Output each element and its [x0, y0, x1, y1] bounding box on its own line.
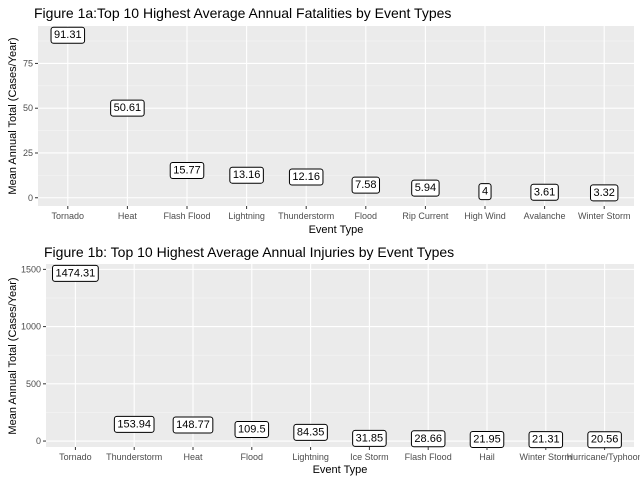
- figure-1a-title: Figure 1a:Top 10 Highest Average Annual …: [34, 5, 451, 21]
- figure-1a-data-label-high-wind: 4: [478, 183, 492, 201]
- figure-1a-data-label-box: [351, 176, 381, 194]
- figure-1b-data-label-winter-storm: 21.31: [528, 431, 564, 449]
- figure-1a-x-tick-label-lightning: Lightning: [228, 211, 265, 221]
- figure-1a-x-tick-label-tornado: Tornado: [52, 211, 85, 221]
- figure-1a-data-label-box: [589, 184, 619, 202]
- figure-1a-data-label-text: 12.16: [292, 171, 320, 183]
- figure-1b-data-label-box: [293, 423, 328, 441]
- figure-1a: Figure 1a:Top 10 Highest Average Annual …: [7, 5, 634, 236]
- figure-1a-x-tick-label-flood: Flood: [355, 211, 378, 221]
- figure-1b-data-label-hurricane-typhoon: 20.56: [587, 431, 622, 449]
- figure-1a-x-tick-label-avalanche: Avalanche: [524, 211, 566, 221]
- figure-1a-y-tick-label: 75: [23, 58, 33, 68]
- figure-1b-data-label-text: 20.56: [591, 434, 619, 446]
- figure-1b-x-tick-label-lightning: Lightning: [292, 452, 329, 462]
- figure-1a-x-tick-label-thunderstorm: Thunderstorm: [278, 211, 334, 221]
- figure-1a-data-label-text: 4: [482, 186, 488, 198]
- figure-1a-data-label-box: [169, 162, 205, 180]
- figure-1a-data-label-box: [229, 166, 264, 184]
- figure-1b-data-label-text: 109.5: [238, 424, 266, 436]
- figure-1a-y-axis-title: Mean Annual Total (Cases/Year): [7, 37, 19, 194]
- figure-1b-data-label-text: 21.31: [532, 434, 560, 446]
- figure-1a-x-tick-label-heat: Heat: [118, 211, 138, 221]
- figure-1a-x-tick-label-flash-flood: Flash Flood: [163, 211, 210, 221]
- figure-1b-x-tick-label-ice-storm: Ice Storm: [350, 452, 389, 462]
- figure-1b-data-label-thunderstorm: 153.94: [113, 415, 155, 433]
- figure-1a-data-label-flood: 7.58: [351, 176, 381, 194]
- figure-1b-x-tick-label-hurricane-typhoon: Hurricane/Typhoon: [567, 452, 640, 462]
- figure-1a-x-tick-label-rip-current: Rip Current: [402, 211, 449, 221]
- figure-1b-data-label-text: 31.85: [356, 432, 384, 444]
- figure-1a-data-label-text: 5.94: [415, 182, 436, 194]
- figure-1b-y-tick-label: 1500: [21, 264, 41, 274]
- figure-1a-x-axis-title: Event Type: [309, 224, 364, 236]
- figure-1a-data-label-thunderstorm: 12.16: [288, 168, 324, 186]
- figure-1b-data-label-box: [352, 429, 387, 447]
- figure-1b-title: Figure 1b: Top 10 Highest Average Annual…: [44, 244, 454, 260]
- figure-1b-data-label-heat: 148.77: [172, 416, 214, 434]
- figure-1a-data-label-box: [478, 183, 492, 201]
- figure-1b: Figure 1b: Top 10 Highest Average Annual…: [7, 244, 640, 476]
- figure-1a-data-label-tornado: 91.31: [50, 26, 86, 44]
- figure-1a-data-label-text: 50.61: [114, 102, 142, 114]
- figure-1a-data-label-text: 3.61: [534, 186, 555, 198]
- figure-1b-y-tick-label: 0: [36, 436, 41, 446]
- figure-1b-data-label-tornado: 1474.31: [52, 264, 99, 282]
- figure-1b-x-tick-label-flood: Flood: [241, 452, 264, 462]
- figure-1b-x-tick-label-winter-storm: Winter Storm: [520, 452, 573, 462]
- figure-1a-data-label-box: [50, 26, 86, 44]
- figure-1a-data-label-heat: 50.61: [110, 99, 145, 117]
- figure-1b-data-label-hail: 21.95: [469, 431, 505, 449]
- figure-1a-data-label-avalanche: 3.61: [530, 183, 559, 201]
- figure-1a-data-label-box: [411, 179, 440, 197]
- figure-1b-data-label-flash-flood: 28.66: [410, 430, 446, 448]
- figure-1b-data-label-ice-storm: 31.85: [352, 429, 387, 447]
- figure-1b-data-label-lightning: 84.35: [293, 423, 328, 441]
- figure-1a-x-tick-label-high-wind: High Wind: [464, 211, 506, 221]
- figure-1b-data-label-box: [172, 416, 214, 434]
- figure-1b-x-tick-label-heat: Heat: [183, 452, 203, 462]
- figure-1a-data-label-text: 13.16: [233, 169, 261, 181]
- figure-1a-data-label-lightning: 13.16: [229, 166, 264, 184]
- figure-1b-y-tick-label: 500: [26, 379, 41, 389]
- figure-1b-data-label-text: 148.77: [176, 419, 210, 431]
- figure-1a-data-label-rip-current: 5.94: [411, 179, 440, 197]
- figure-1a-data-label-flash-flood: 15.77: [169, 162, 205, 180]
- figure-1b-x-tick-label-thunderstorm: Thunderstorm: [106, 452, 162, 462]
- figure-1a-data-label-text: 7.58: [355, 179, 376, 191]
- figure-1b-x-tick-label-tornado: Tornado: [59, 452, 92, 462]
- figure-1a-y-tick-label: 0: [28, 193, 33, 203]
- figure-1a-x-tick-label-winter-storm: Winter Storm: [578, 211, 631, 221]
- figure-1b-data-label-text: 28.66: [414, 433, 442, 445]
- figure-1b-data-label-box: [113, 415, 155, 433]
- figure-1b-data-label-flood: 109.5: [234, 421, 270, 439]
- figure-1a-data-label-box: [288, 168, 324, 186]
- figure-1a-data-label-text: 3.32: [593, 187, 614, 199]
- figure-1a-y-tick-label: 50: [23, 103, 33, 113]
- figure-1a-data-label-box: [530, 183, 559, 201]
- figure-1a-data-label-winter-storm: 3.32: [589, 184, 619, 202]
- figure-1b-x-tick-label-hail: Hail: [479, 452, 495, 462]
- figure-1b-x-axis-title: Event Type: [313, 464, 368, 476]
- figure-1b-data-label-text: 1474.31: [56, 267, 96, 279]
- figure-1b-data-label-text: 153.94: [117, 418, 151, 430]
- figure-1b-y-tick-label: 1000: [21, 322, 41, 332]
- figure-1a-data-label-box: [110, 99, 145, 117]
- figure-1a-data-label-text: 91.31: [54, 29, 82, 41]
- figure-1b-data-label-box: [52, 264, 99, 282]
- figure-1b-x-tick-label-flash-flood: Flash Flood: [405, 452, 452, 462]
- figure-1b-data-label-box: [234, 421, 270, 439]
- figure-1b-data-label-text: 84.35: [297, 426, 325, 438]
- figure-1b-data-label-text: 21.95: [473, 434, 501, 446]
- figure-1a-data-label-text: 15.77: [173, 165, 201, 177]
- figure-1b-data-label-box: [410, 430, 446, 448]
- figure-1b-y-axis-title: Mean Annual Total (Cases/Year): [7, 277, 19, 434]
- figure-1a-y-tick-label: 25: [23, 148, 33, 158]
